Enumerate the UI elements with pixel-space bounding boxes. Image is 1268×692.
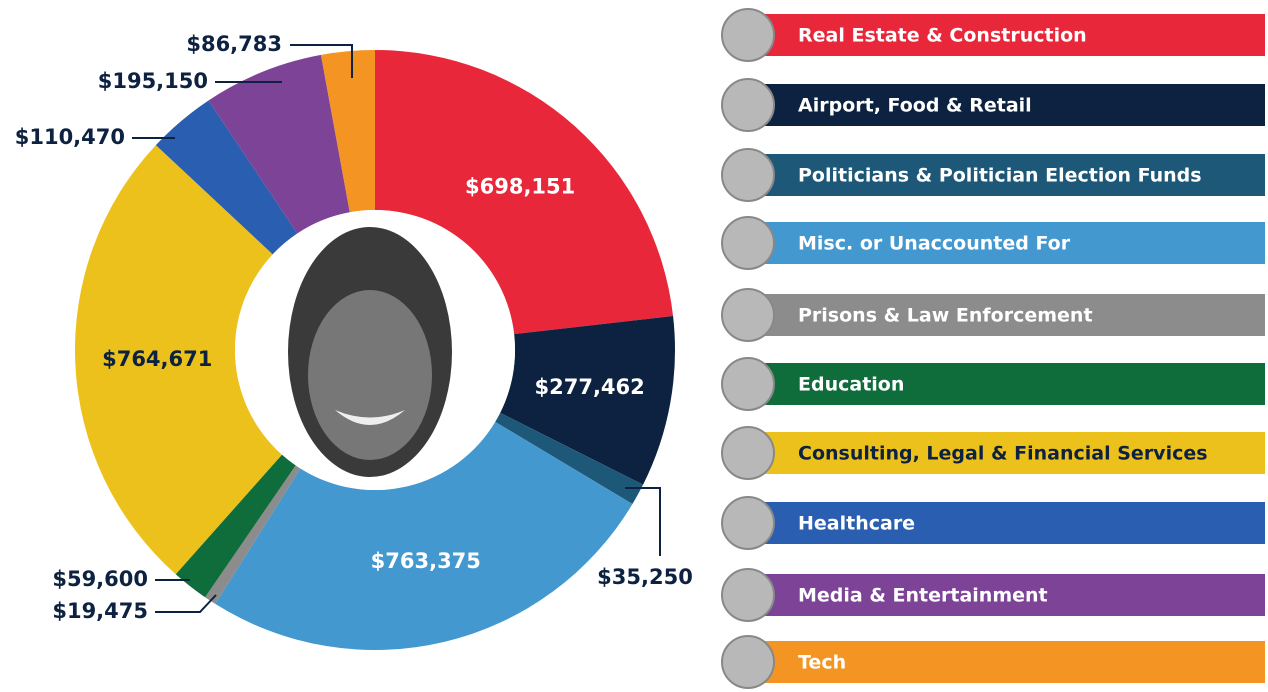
legend-label: Consulting, Legal & Financial Services (798, 443, 1208, 465)
slice (375, 50, 674, 335)
legend-label: Misc. or Unaccounted For (798, 233, 1071, 255)
data-label: $698,151 (465, 174, 575, 198)
slice (205, 465, 301, 604)
legend-swatch (752, 14, 1265, 56)
legend-swatch (752, 154, 1265, 196)
data-label: $277,462 (535, 375, 645, 399)
legend-icon (721, 78, 775, 132)
legend-swatch (752, 641, 1265, 683)
slice (74, 145, 282, 575)
slice (215, 421, 633, 650)
data-label: $195,150 (98, 69, 208, 93)
legend-icon (721, 288, 775, 342)
legend-icon (721, 568, 775, 622)
legend-label: Politicians & Politician Election Funds (798, 165, 1202, 187)
slice (500, 315, 676, 485)
data-label: $59,600 (52, 567, 148, 591)
legend-swatch (752, 222, 1265, 264)
data-label: $19,475 (52, 599, 148, 623)
legend-swatch (752, 294, 1265, 336)
legend-label: Real Estate & Construction (798, 25, 1087, 47)
data-label: $110,470 (15, 125, 125, 149)
portrait-face (308, 290, 432, 460)
slice (320, 50, 375, 213)
legend-swatch (752, 432, 1265, 474)
slice (495, 412, 644, 504)
legend-icon (721, 426, 775, 480)
legend: Real Estate & Construction Airport, Food … (721, 8, 1265, 689)
portrait-smile (335, 410, 405, 425)
slice (208, 54, 350, 234)
slice (175, 454, 296, 598)
legend-swatch (752, 574, 1265, 616)
legend-icon (721, 496, 775, 550)
leader-line (155, 594, 217, 613)
legend-icon (721, 148, 775, 202)
legend-label: Prisons & Law Enforcement (798, 305, 1093, 327)
legend-label: Media & Entertainment (798, 585, 1048, 607)
legend-label: Tech (798, 652, 846, 674)
legend-icon (721, 8, 775, 62)
data-label: $35,250 (597, 565, 693, 589)
data-label: $86,783 (186, 32, 282, 56)
slice (155, 100, 298, 255)
legend-icon (721, 357, 775, 411)
legend-swatch (752, 502, 1265, 544)
leader-line (625, 487, 661, 556)
data-label: $764,671 (102, 347, 212, 371)
legend-swatch (752, 363, 1265, 405)
data-label: $763,375 (371, 549, 481, 573)
legend-label: Healthcare (798, 513, 915, 535)
donut (74, 50, 676, 650)
leader-line (290, 44, 353, 78)
legend-label: Airport, Food & Retail (798, 95, 1032, 117)
legend-icon (721, 216, 775, 270)
legend-label: Education (798, 374, 904, 396)
legend-swatch (752, 84, 1265, 126)
legend-icon (721, 635, 775, 689)
